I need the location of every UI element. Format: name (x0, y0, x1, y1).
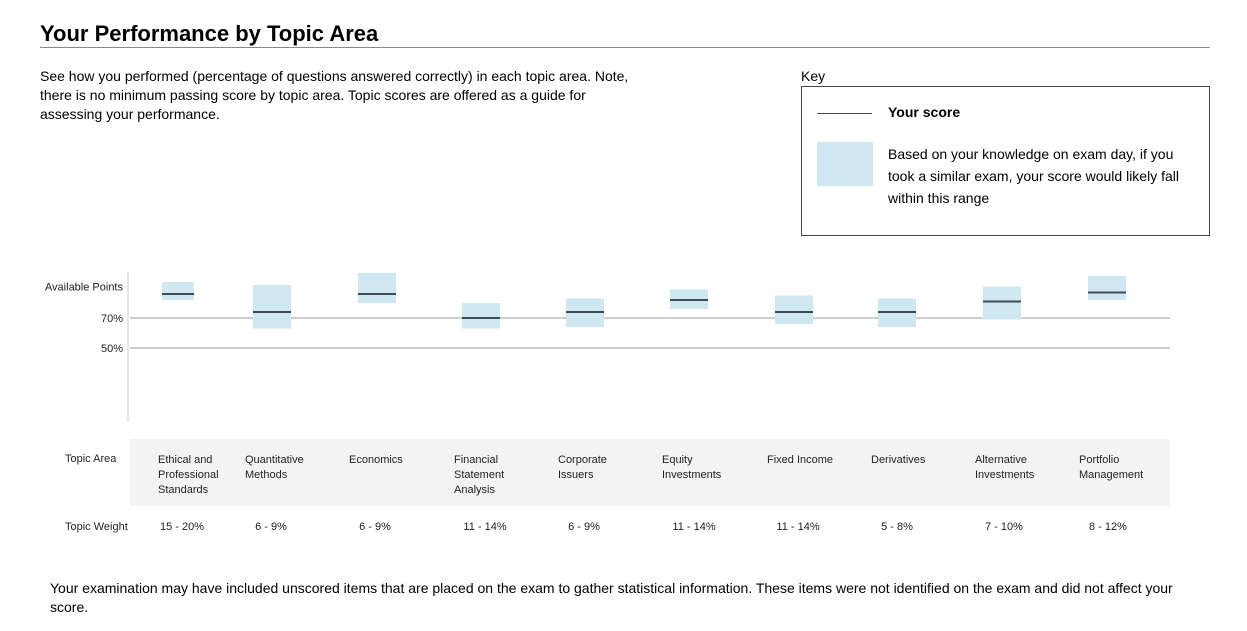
topic-area-band (130, 439, 1170, 506)
topic-name: Economics (349, 454, 403, 466)
topic-name: Equity Investments (662, 454, 722, 481)
topic-name: Derivatives (871, 454, 926, 466)
topic-weight: 11 - 14% (776, 521, 820, 533)
topic-weight: 7 - 10% (985, 521, 1023, 533)
score-range-box (162, 282, 194, 300)
topic-weight: 6 - 9% (568, 521, 600, 533)
score-range-box (1088, 276, 1126, 300)
title-divider (40, 47, 1210, 48)
y-tick-label: 50% (101, 343, 123, 355)
footer-note: Your examination may have included unsco… (50, 580, 1173, 615)
topic-name: Quantitative Methods (245, 454, 304, 481)
key-box (801, 86, 1210, 236)
y-tick-label: Available Points (45, 282, 124, 294)
topic-weight: 8 - 12% (1089, 521, 1127, 533)
topic-name: Alternative Investments (975, 454, 1035, 481)
page-title: Your Performance by Topic Area (40, 21, 379, 46)
key-range-text: Based on your knowledge on exam day, if … (888, 146, 1179, 206)
intro-text: See how you performed (percentage of que… (40, 68, 629, 122)
topic-weight: 6 - 9% (255, 521, 287, 533)
score-range-box (775, 295, 813, 324)
topic-name: Portfolio Management (1079, 454, 1144, 481)
key-score-label: Your score (888, 104, 961, 120)
y-tick-label: 70% (101, 313, 123, 325)
score-range-box (462, 303, 500, 329)
topic-name: Corporate Issuers (558, 454, 607, 481)
score-range-box (358, 273, 396, 303)
topic-weight: 15 - 20% (159, 521, 205, 533)
topic-weight: 11 - 14% (672, 521, 716, 533)
score-range-box (253, 285, 291, 329)
topic-name: Fixed Income (767, 454, 834, 466)
topic-area-row-label: Topic Area (65, 453, 117, 465)
topic-weight-row-label: Topic Weight (65, 521, 128, 533)
topic-name: Financial Statement Analysis (454, 454, 505, 496)
score-range-box (983, 286, 1021, 320)
topic-weight: 6 - 9% (359, 521, 391, 533)
key-score-line-swatch (817, 113, 872, 114)
topic-weight: 11 - 14% (463, 521, 507, 533)
key-heading: Key (801, 68, 826, 84)
topic-name: Ethical and Professional Standards (158, 454, 219, 496)
key-range-swatch (817, 142, 873, 186)
topic-weight: 5 - 8% (881, 521, 913, 533)
topic-score-chart: Available Points 70% 50% (45, 272, 1170, 422)
